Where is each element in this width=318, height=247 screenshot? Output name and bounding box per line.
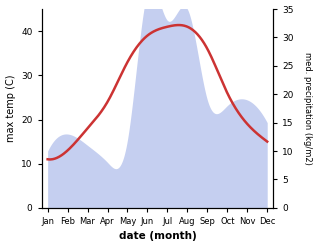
X-axis label: date (month): date (month) — [119, 231, 196, 242]
Y-axis label: med. precipitation (kg/m2): med. precipitation (kg/m2) — [303, 52, 313, 165]
Y-axis label: max temp (C): max temp (C) — [5, 75, 16, 142]
